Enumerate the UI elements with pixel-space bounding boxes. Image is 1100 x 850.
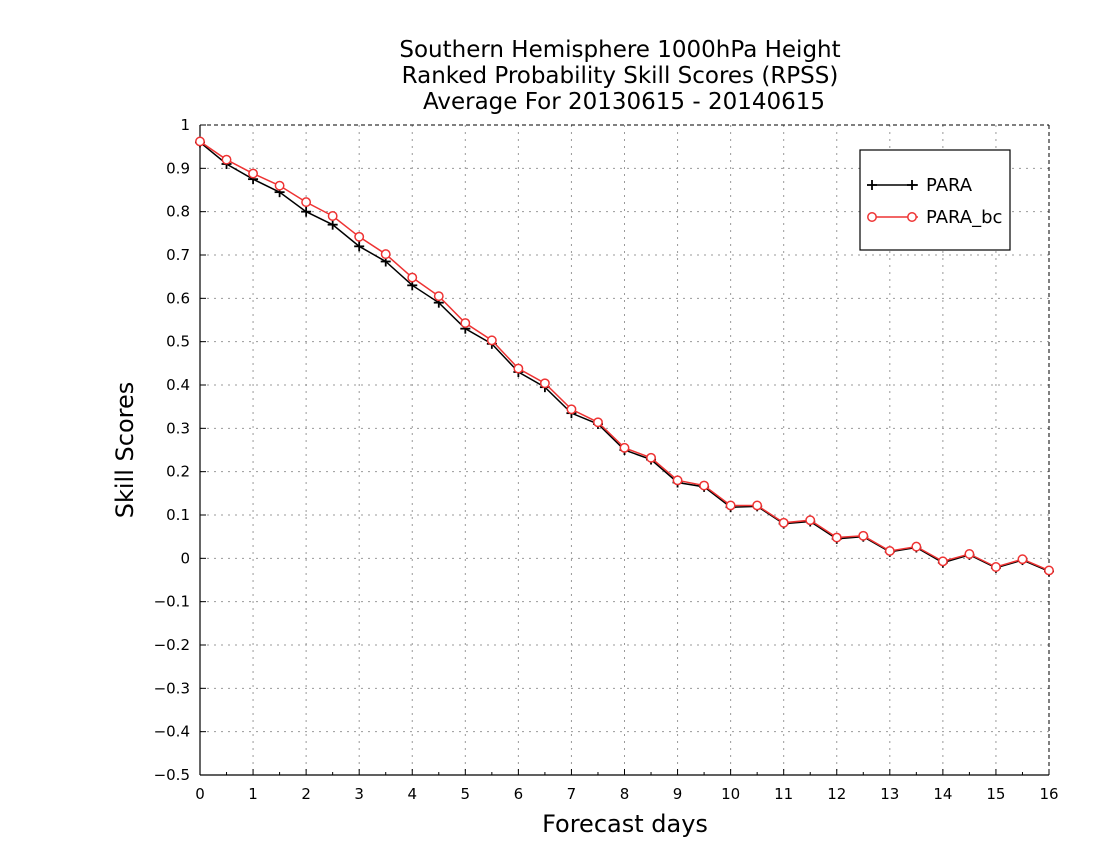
y-tick-label: 0.2 <box>166 463 190 481</box>
data-point <box>884 546 895 556</box>
data-point <box>593 417 603 428</box>
x-tick-label: 11 <box>774 785 793 803</box>
y-tick-label: −0.5 <box>154 766 190 784</box>
x-tick-label: 12 <box>827 785 846 803</box>
data-point <box>831 532 842 543</box>
x-tick-label: 3 <box>354 785 364 803</box>
data-point <box>646 452 656 463</box>
data-point <box>911 541 922 552</box>
x-tick-label: 0 <box>195 785 205 803</box>
data-point <box>195 136 205 147</box>
data-point <box>460 318 471 328</box>
y-tick-label: 0.3 <box>166 419 190 437</box>
data-point <box>221 154 232 165</box>
data-point <box>752 500 763 511</box>
y-tick-label: 0.1 <box>166 506 190 524</box>
data-point <box>867 180 877 190</box>
x-tick-label: 10 <box>721 785 740 803</box>
data-point <box>907 180 917 190</box>
y-tick-label: 0.9 <box>166 159 190 177</box>
data-point <box>619 442 630 453</box>
data-point <box>1044 565 1054 576</box>
x-tick-label: 15 <box>986 785 1005 803</box>
chart-title: Southern Hemisphere 1000hPa Height Ranke… <box>399 37 840 115</box>
data-point <box>805 515 816 526</box>
x-tick-label: 6 <box>514 785 524 803</box>
data-point <box>486 335 497 346</box>
y-tick-label: 0.6 <box>166 289 190 307</box>
legend-item-para: PARA <box>867 175 973 196</box>
x-tick-label: 14 <box>933 785 952 803</box>
data-point <box>907 212 917 222</box>
data-point <box>566 404 577 415</box>
x-tick-label: 9 <box>673 785 683 803</box>
y-tick-label: 0 <box>180 549 190 567</box>
y-tick-label: −0.4 <box>154 723 190 741</box>
y-tick-label: 0.8 <box>166 203 190 221</box>
legend-item-para-bc: PARA_bc <box>867 207 1002 228</box>
data-point <box>672 475 683 486</box>
chart-title-line-3: Average For 20130615 - 20140615 <box>423 89 825 115</box>
x-tick-label: 8 <box>620 785 630 803</box>
data-point <box>539 378 550 389</box>
data-point <box>354 231 365 242</box>
legend-label: PARA <box>926 175 973 196</box>
series-para-bc <box>195 136 1054 576</box>
legend: PARA PARA_bc <box>859 149 1011 251</box>
data-point <box>937 556 948 567</box>
data-point <box>407 272 418 283</box>
chart-title-line-2: Ranked Probability Skill Scores (RPSS) <box>402 63 839 89</box>
x-tick-labels: 0 1 2 3 4 5 6 7 8 9 10 11 12 13 14 15 16 <box>195 785 1058 803</box>
y-tick-label: −0.3 <box>154 679 190 697</box>
y-tick-label: 0.4 <box>166 376 190 394</box>
data-point <box>327 211 338 221</box>
data-point <box>301 197 312 208</box>
legend-label: PARA_bc <box>926 207 1002 228</box>
x-tick-label: 1 <box>248 785 258 803</box>
y-tick-label: −0.2 <box>154 636 190 654</box>
data-point <box>858 530 869 541</box>
data-point <box>301 206 312 217</box>
x-tick-label: 13 <box>880 785 899 803</box>
x-tick-label: 2 <box>301 785 311 803</box>
data-point <box>327 219 338 230</box>
data-point <box>990 562 1001 572</box>
data-point <box>1017 554 1028 565</box>
y-tick-labels: −0.5 −0.4 −0.3 −0.2 −0.1 0 0.1 0.2 0.3 0.4 0.5 0.6 0… <box>154 116 190 784</box>
data-point <box>725 500 736 511</box>
chart-title-line-1: Southern Hemisphere 1000hPa Height <box>399 37 840 63</box>
y-axis-label: Skill Scores <box>111 382 139 519</box>
data-point <box>274 180 285 191</box>
data-point <box>964 549 975 559</box>
y-tick-label: 1 <box>180 116 190 134</box>
x-tick-label: 4 <box>407 785 417 803</box>
x-tick-label: 16 <box>1039 785 1058 803</box>
data-point <box>433 291 444 302</box>
axes <box>199 124 1050 776</box>
data-point <box>248 168 259 179</box>
data-point <box>778 517 789 528</box>
x-tick-label: 5 <box>461 785 471 803</box>
data-point <box>354 241 365 252</box>
y-tick-label: −0.1 <box>154 593 190 611</box>
y-tick-label: 0.5 <box>166 333 190 351</box>
y-tick-label: 0.7 <box>166 246 190 264</box>
data-point <box>513 363 524 374</box>
data-point <box>699 480 710 491</box>
data-point <box>380 249 391 260</box>
data-point <box>867 212 877 222</box>
series-group <box>195 136 1054 577</box>
legend-box <box>859 149 1011 251</box>
x-axis-label: Forecast days <box>542 810 708 838</box>
x-tick-label: 7 <box>567 785 577 803</box>
